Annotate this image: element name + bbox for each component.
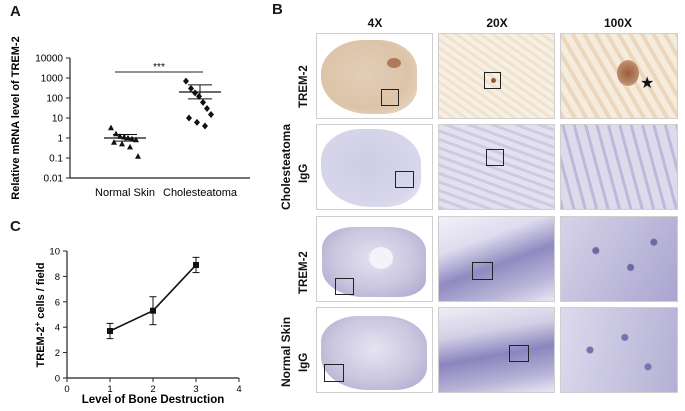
micrograph-cholesteatoma-trem2-20x — [438, 33, 555, 119]
zoom-box — [324, 364, 344, 382]
group-label-normal-skin: Normal Skin — [279, 316, 293, 387]
zoom-box — [395, 171, 414, 188]
panel-c-xtick-label: 3 — [193, 384, 198, 395]
panel-a-ytick-label: 0.01 — [44, 174, 64, 185]
panel-a-point — [192, 89, 198, 97]
panel-b-letter: B — [272, 1, 283, 18]
panel-a-point — [194, 118, 200, 126]
panel-a-point — [135, 153, 141, 159]
panel-a-ytick-label: 0.1 — [49, 154, 63, 165]
panel-a-point — [127, 143, 133, 150]
panel-a-ytick-label: 1 — [57, 134, 63, 145]
panel-c-point — [150, 307, 156, 314]
panel-a-point — [117, 133, 123, 139]
panel-a-point — [183, 77, 189, 85]
panel-a-ytick-label: 100 — [46, 94, 63, 105]
panel-a-ylabel: Relative mRNA level of TREM-2 — [10, 36, 22, 199]
panel-a-ytick-label: 10000 — [35, 54, 63, 65]
star-marker-icon: ★ — [640, 75, 655, 92]
micrograph-normal-trem2-100x — [560, 216, 678, 302]
panel-a-point — [204, 104, 210, 112]
panel-a-point — [202, 122, 208, 130]
panel-c-xtick-label: 1 — [107, 384, 112, 395]
stain-label-igg-cholesteatoma: IgG — [298, 163, 310, 183]
panel-c-xtick-label: 4 — [236, 384, 241, 395]
panel-a-chart: Relative mRNA level of TREM-2 10000 1000 1… — [10, 36, 250, 200]
panel-c-ytick-label: 0 — [55, 374, 60, 385]
panel-a-point — [113, 130, 119, 137]
panel-c-xlabel: Level of Bone Destruction — [82, 394, 225, 406]
group-label-cholesteatoma: Cholesteatoma — [279, 123, 293, 210]
panel-c-xtick-label: 2 — [150, 384, 155, 395]
stain-label-trem2-normal: TREM-2 — [298, 251, 310, 294]
zoom-box — [486, 149, 504, 166]
zoom-box — [381, 89, 399, 106]
panel-c-letter: C — [10, 218, 21, 235]
micrograph-cholesteatoma-trem2-100x: ★ — [560, 33, 678, 119]
micrograph-cholesteatoma-igg-100x — [560, 124, 678, 210]
micrograph-cholesteatoma-igg-20x — [438, 124, 555, 210]
panel-a-point — [111, 139, 117, 145]
panel-c-ytick-label: 4 — [55, 323, 60, 334]
panel-c-point — [107, 328, 113, 335]
micrograph-normal-trem2-20x — [438, 216, 555, 302]
micrograph-normal-igg-20x — [438, 307, 555, 393]
panel-a-significance: *** — [153, 62, 165, 73]
panel-a-point — [108, 124, 114, 131]
micrograph-normal-igg-100x — [560, 307, 678, 393]
micrograph-normal-igg-4x — [316, 307, 433, 393]
panel-c-point — [193, 261, 199, 268]
panel-a-letter: A — [10, 3, 21, 20]
zoom-box — [484, 72, 501, 89]
panel-a-point — [119, 140, 125, 147]
panel-c-xtick-label: 0 — [64, 384, 69, 395]
panel-a-ytick-label: 10 — [52, 114, 64, 125]
micrograph-cholesteatoma-trem2-4x — [316, 33, 433, 119]
panel-a-group-normal: Normal Skin — [95, 187, 155, 199]
panel-a-group-cholesteatoma: Cholesteatoma — [163, 187, 238, 199]
micrograph-cholesteatoma-igg-4x — [316, 124, 433, 210]
panel-c-ytick-label: 8 — [55, 272, 60, 283]
stain-label-igg-normal: IgG — [298, 352, 310, 372]
panel-a-ytick-label: 1000 — [41, 74, 64, 85]
panel-c-ytick-label: 10 — [49, 247, 60, 258]
panel-c-ytick-label: 2 — [55, 348, 60, 359]
zoom-box — [472, 262, 493, 280]
panel-c-ylabel: TREM-2+ cells / field — [33, 263, 47, 368]
column-label-100x: 100X — [603, 16, 633, 30]
panel-a-point — [200, 98, 206, 106]
panel-c-chart: TREM-2+ cells / field 0 1 2 3 4 0 2 4 6 8 10 Level… — [33, 247, 242, 407]
zoom-box — [335, 278, 354, 295]
column-label-20x: 20X — [486, 16, 508, 30]
panel-a-point — [186, 114, 192, 122]
panel-a-point — [208, 110, 214, 118]
panel-c-ytick-label: 6 — [55, 297, 60, 308]
zoom-box — [509, 345, 529, 362]
panel-a-point — [188, 84, 194, 92]
stain-label-trem2-cholesteatoma: TREM-2 — [298, 65, 310, 108]
micrograph-normal-trem2-4x — [316, 216, 433, 302]
column-label-4x: 4X — [367, 16, 383, 30]
